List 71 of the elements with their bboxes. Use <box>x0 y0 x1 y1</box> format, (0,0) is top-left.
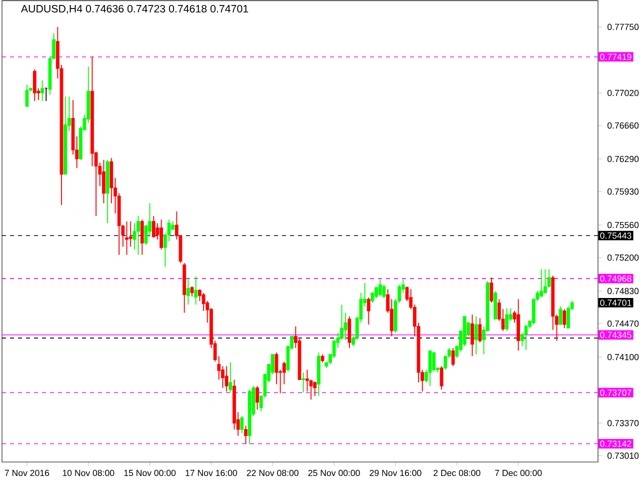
ref-line-label: 0.73707 <box>600 390 632 396</box>
candlestick <box>160 219 164 250</box>
candlestick <box>451 348 455 367</box>
candlestick <box>40 80 44 102</box>
candlestick <box>558 306 562 325</box>
candlestick <box>144 224 148 246</box>
candlestick <box>366 296 370 325</box>
candlestick <box>540 268 544 297</box>
candlestick <box>478 318 482 344</box>
candlestick <box>32 68 36 102</box>
candlestick <box>274 352 278 385</box>
candlestick <box>344 312 348 340</box>
candlestick <box>102 159 106 204</box>
y-tick-label: 0.75560 <box>607 222 639 228</box>
chart-title: AUDUSD,H4 0.74636 0.74723 0.74618 0.74701 <box>20 4 248 14</box>
candlestick <box>244 425 248 444</box>
candlestick <box>544 268 547 294</box>
candlestick <box>562 308 566 329</box>
candlestick <box>256 386 259 410</box>
candlestick <box>132 222 136 250</box>
candlestick <box>524 324 528 350</box>
candlestick <box>224 366 228 392</box>
candlestick <box>194 276 198 306</box>
x-tick-label: 25 Nov 00:00 <box>308 470 360 476</box>
x-tick-label: 22 Nov 08:00 <box>246 470 298 476</box>
y-tick-label: 0.74470 <box>607 320 639 327</box>
text: 0.74701 <box>600 300 632 306</box>
y-tick-label: 0.77750 <box>607 24 639 30</box>
y-tick-label: 0.74100 <box>607 354 639 360</box>
candlestick <box>302 372 306 393</box>
candlestick <box>228 362 232 393</box>
candlestick <box>378 278 382 297</box>
candlestick <box>470 314 474 357</box>
ref-line-label: 0.73142 <box>600 440 632 447</box>
y-tick-label: 0.76290 <box>607 156 639 162</box>
candlestick <box>309 379 313 400</box>
x-tick-label: 17 Nov 16:00 <box>186 470 238 476</box>
candlestick <box>125 220 128 256</box>
ref-line-label: 0.75443 <box>600 232 632 239</box>
x-tick-label: 7 Nov 2016 <box>4 470 50 476</box>
x-tick-label: 7 Dec 00:00 <box>495 470 542 476</box>
candlestick <box>25 84 29 107</box>
candlestick <box>432 352 436 372</box>
y-tick-label: 0.74830 <box>607 288 639 294</box>
ref-line-label: 0.77419 <box>600 54 632 60</box>
y-tick-label: 0.76660 <box>607 122 639 129</box>
candlestick <box>313 381 317 396</box>
ref-line-label: 0.74345 <box>600 332 632 338</box>
candlestick <box>136 215 140 256</box>
y-tick-label: 0.73370 <box>607 420 639 426</box>
x-tick-label: 29 Nov 16:00 <box>370 470 422 476</box>
candlestick <box>428 350 432 386</box>
candlestick <box>152 215 156 238</box>
candlestick <box>440 366 444 390</box>
x-tick-label: 2 Dec 08:00 <box>434 470 480 476</box>
y-tick-label: 0.77020 <box>607 90 639 96</box>
x-tick-label: 15 Nov 00:00 <box>124 470 176 476</box>
ref-line-label: 0.74968 <box>600 275 632 282</box>
x-tick-label: 10 Nov 08:00 <box>62 470 114 476</box>
candlestick <box>128 220 132 248</box>
candlestick <box>140 219 144 256</box>
y-tick-label: 0.73010 <box>607 452 639 459</box>
y-tick-label: 0.75930 <box>607 188 639 195</box>
candlestick <box>190 286 194 297</box>
candlestick <box>490 277 494 304</box>
candlestick <box>348 316 352 348</box>
candlestick <box>186 277 190 306</box>
candlestick <box>505 308 509 332</box>
candlestick <box>240 415 244 434</box>
candlestick <box>474 316 478 355</box>
y-tick-label: 0.75200 <box>607 254 639 261</box>
